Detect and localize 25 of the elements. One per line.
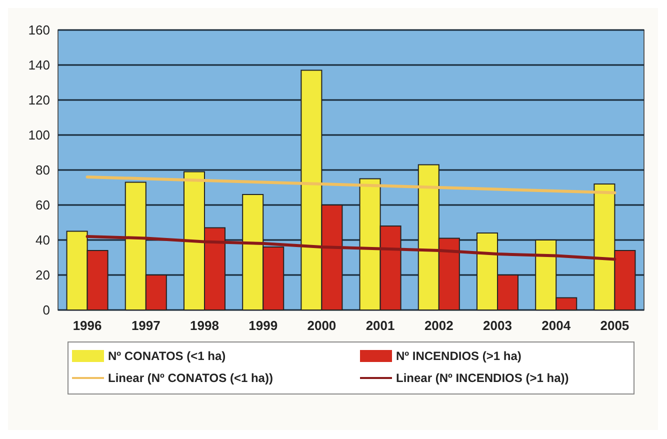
x-tick-label: 2004 [542,318,572,333]
y-tick-label: 160 [28,22,50,38]
y-tick-label: 120 [28,92,50,108]
y-tick-label: 100 [28,128,50,143]
x-tick-label: 1998 [190,318,219,333]
legend-label: Nº INCENDIOS (>1 ha) [396,349,522,364]
y-tick-label: 0 [42,302,50,318]
y-tick-label: 20 [36,268,50,283]
x-tick-label: 2003 [483,318,512,333]
x-tick-label: 2000 [307,318,336,333]
y-tick-label: 140 [28,58,50,73]
legend-label: Nº CONATOS (<1 ha) [108,349,226,364]
line-series [86,235,616,261]
y-tick-label: 60 [36,198,50,213]
x-tick-label: 2002 [424,318,454,333]
legend-label: Linear (Nº CONATOS (<1 ha)) [108,371,273,386]
x-tick-label: 2001 [366,318,395,333]
x-tick-label: 1999 [248,318,278,333]
y-tick-label: 80 [36,162,50,178]
x-tick-label: 1996 [72,318,102,333]
x-tick-label: 2005 [600,318,630,333]
legend-label: Linear (Nº INCENDIOS (>1 ha)) [396,371,569,386]
y-tick-label: 40 [36,232,50,248]
line-series [86,176,616,194]
x-tick-label: 1997 [131,318,160,333]
